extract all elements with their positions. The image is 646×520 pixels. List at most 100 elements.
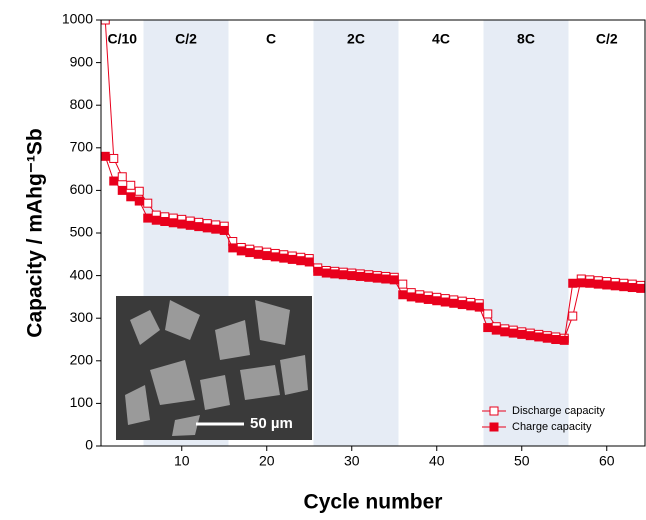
data-point — [338, 270, 348, 280]
data-point — [491, 325, 501, 335]
data-point — [117, 172, 127, 182]
data-point — [534, 332, 544, 342]
data-point — [330, 269, 340, 279]
legend-marker — [489, 422, 499, 432]
data-point — [355, 271, 365, 281]
inset-particles — [125, 300, 308, 436]
y-tick-label: 700 — [70, 139, 94, 155]
data-point — [542, 333, 552, 343]
data-point — [228, 243, 238, 253]
data-point — [457, 300, 467, 310]
inset-image: 50 µm — [116, 296, 312, 440]
x-tick-label: 60 — [599, 453, 615, 469]
y-tick-label: 600 — [70, 181, 94, 197]
data-point — [245, 248, 255, 258]
region-band — [483, 20, 569, 446]
data-point — [134, 196, 144, 206]
data-point — [211, 224, 221, 234]
data-point — [185, 220, 195, 230]
x-axis-title: Cycle number — [304, 491, 443, 514]
data-point — [440, 297, 450, 307]
region-label: 2C — [347, 31, 365, 47]
y-tick-label: 900 — [70, 53, 94, 69]
y-tick-label: 500 — [70, 224, 94, 240]
scale-bar-label: 50 µm — [250, 415, 293, 432]
data-point — [101, 20, 110, 25]
data-point — [219, 225, 229, 235]
data-point — [619, 282, 629, 292]
x-tick-label: 40 — [429, 453, 445, 469]
data-point — [483, 309, 493, 319]
data-point — [194, 222, 204, 232]
data-point — [610, 281, 620, 291]
data-point — [321, 268, 331, 278]
data-point — [287, 254, 297, 264]
region-label: C — [266, 31, 276, 47]
data-point — [143, 198, 153, 208]
data-point — [270, 252, 280, 262]
data-point — [151, 215, 161, 225]
y-tick-label: 400 — [70, 266, 94, 282]
region-label: 8C — [517, 31, 535, 47]
region-label: C/2 — [175, 31, 197, 47]
data-point — [576, 278, 586, 288]
data-point — [109, 153, 119, 163]
data-point — [415, 293, 425, 303]
y-tick-label: 200 — [70, 352, 94, 368]
data-point — [551, 335, 561, 344]
data-point — [627, 283, 637, 293]
data-point — [500, 327, 510, 337]
data-point — [423, 294, 433, 304]
data-point — [406, 292, 416, 302]
data-point — [525, 331, 535, 341]
data-point — [398, 279, 408, 289]
y-tick-label: 0 — [85, 437, 93, 453]
legend-label: Charge capacity — [512, 421, 592, 433]
data-point — [117, 185, 127, 195]
data-point — [253, 249, 263, 259]
data-point — [347, 271, 357, 281]
data-point — [364, 272, 374, 282]
data-point — [313, 266, 323, 276]
data-point — [236, 246, 246, 256]
data-point — [143, 213, 153, 223]
y-tick-label: 800 — [70, 96, 94, 112]
data-point — [160, 216, 170, 226]
x-tick-label: 10 — [174, 453, 190, 469]
data-point — [593, 279, 603, 289]
data-point — [432, 296, 442, 306]
data-point — [559, 335, 569, 345]
data-point — [508, 328, 518, 338]
data-point — [389, 275, 399, 285]
data-point — [398, 290, 408, 300]
data-point — [602, 280, 612, 290]
x-tick-label: 20 — [259, 453, 275, 469]
region-label: C/10 — [107, 31, 137, 47]
region-label: C/2 — [596, 31, 618, 47]
data-point — [304, 257, 314, 267]
plot-area — [101, 20, 645, 345]
data-point — [568, 278, 578, 288]
data-point — [483, 323, 493, 333]
y-tick-label: 300 — [70, 309, 94, 325]
data-point — [296, 256, 306, 266]
data-point — [372, 273, 382, 283]
data-point — [109, 176, 119, 186]
data-point — [101, 151, 110, 161]
data-point — [517, 329, 527, 339]
data-point — [134, 186, 144, 196]
y-axis-title: Capacity / mAhg⁻¹Sb — [24, 128, 47, 337]
data-point — [381, 274, 391, 284]
region-band — [313, 20, 399, 446]
data-point — [585, 278, 595, 288]
y-tick-label: 100 — [70, 394, 94, 410]
data-point — [262, 251, 272, 261]
data-point — [126, 180, 136, 190]
legend-marker — [489, 406, 499, 416]
data-point — [474, 302, 484, 312]
data-point — [202, 223, 212, 233]
x-tick-label: 30 — [344, 453, 360, 469]
data-point — [126, 192, 136, 202]
x-tick-label: 50 — [514, 453, 530, 469]
